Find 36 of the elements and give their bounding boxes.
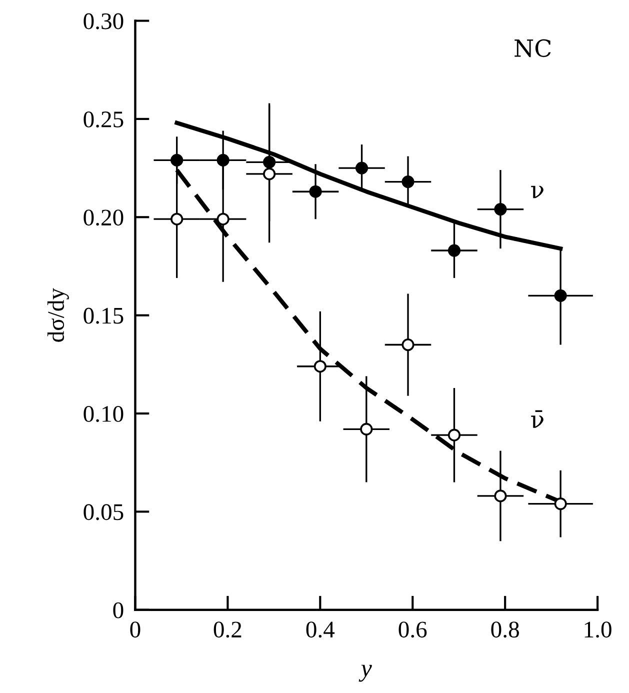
x-tick-label: 0.8	[491, 622, 519, 638]
y-tick-label: 0.15	[84, 308, 124, 324]
point	[494, 203, 507, 216]
point	[216, 154, 230, 166]
x-tick-label: 1.0	[584, 622, 612, 638]
y-tick-label: 0.20	[84, 210, 124, 226]
point	[263, 168, 276, 180]
y-axis-title: dσ/dy	[47, 288, 69, 342]
x-tick-label: 0	[130, 622, 140, 638]
point	[448, 244, 461, 257]
y-tick-label: 0.25	[84, 111, 124, 128]
y-tick-label: 0.30	[84, 13, 124, 30]
y-tick-label: 0.05	[84, 504, 124, 520]
x-axis-title: y	[358, 664, 372, 682]
point	[360, 422, 373, 436]
point	[216, 212, 230, 226]
y-tick-label: 0.10	[84, 406, 124, 422]
point	[355, 162, 368, 174]
x-tick-label: 0.2	[214, 622, 242, 638]
annotation: NC	[514, 39, 551, 58]
point	[448, 428, 461, 442]
annotation: ν̄	[531, 410, 544, 428]
x-tick-label: 0.6	[398, 622, 427, 638]
point	[170, 212, 184, 226]
y-tick-label: 0	[113, 602, 124, 618]
point	[263, 156, 276, 168]
point	[402, 176, 414, 188]
point	[402, 338, 414, 352]
point	[314, 360, 326, 373]
annotation: ν	[531, 186, 544, 198]
point	[494, 490, 507, 502]
point	[170, 154, 184, 166]
x-tick-label: 0.4	[306, 622, 335, 638]
point	[554, 498, 567, 510]
point	[554, 289, 567, 302]
point	[309, 185, 322, 198]
